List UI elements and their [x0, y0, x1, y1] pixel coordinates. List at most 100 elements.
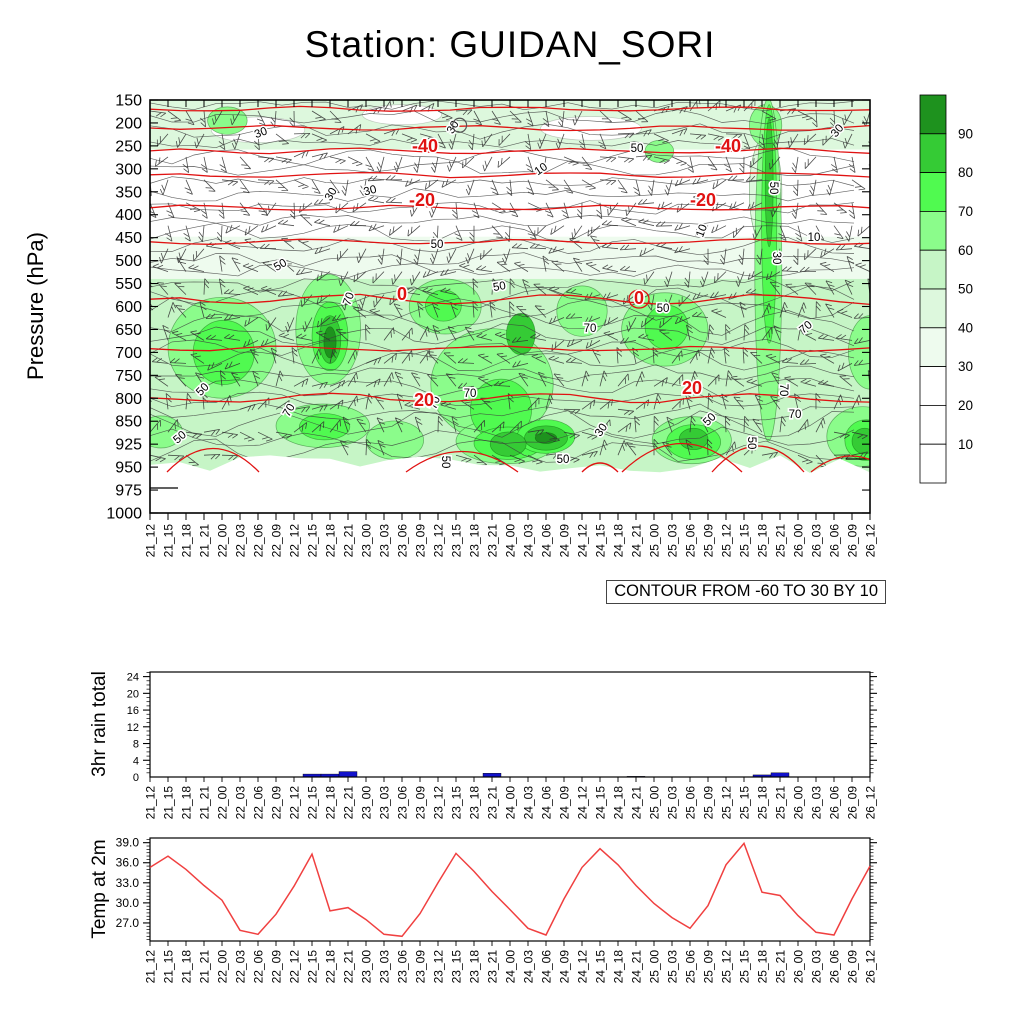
x-tick-label: 22_00 [216, 950, 230, 984]
x-tick-label: 23_12 [432, 524, 446, 558]
rh-contour-label: 30 [362, 184, 377, 199]
temp-y-label: 30.0 [116, 896, 140, 910]
red-contour--10 [150, 238, 870, 245]
contour-line [150, 410, 855, 439]
x-tick-label: 23_09 [414, 786, 428, 820]
rain-bar [770, 772, 790, 778]
x-tick-label: 23_06 [396, 786, 410, 820]
x-tick-label: 21_18 [180, 950, 194, 984]
x-tick-label: 22_15 [306, 950, 320, 984]
x-tick-label: 21_21 [198, 524, 212, 558]
x-tick-label: 23_18 [468, 786, 482, 820]
rh-contour-label: 50 [745, 437, 757, 450]
rh-contour-label: 50 [767, 182, 779, 195]
pressure-tick-label: 800 [115, 391, 142, 408]
x-tick-label: 25_09 [702, 524, 716, 558]
rh-contour-label: 30 [770, 252, 782, 265]
pressure-tick-label: 500 [115, 253, 142, 270]
x-tick-label: 23_09 [414, 524, 428, 558]
x-tick-label: 23_21 [486, 786, 500, 820]
temp-contour-label: 0 [634, 288, 644, 308]
calm-wind-icon [452, 117, 468, 133]
x-tick-label: 23_00 [360, 786, 374, 820]
x-tick-label: 25_15 [738, 950, 752, 984]
page-title: Station: GUIDAN_SORI [304, 24, 716, 65]
main-axes: 21_12 21_15 21_18 21_21 22_00 22_03 22_06 22_09… [106, 93, 877, 558]
red-contour-ring [628, 289, 650, 309]
x-tick-label: 22_18 [324, 786, 338, 820]
colorbar-box [919, 210, 947, 251]
colorbar-box [919, 443, 947, 484]
rh-contour-label: 10 [694, 223, 710, 239]
x-tick-label: 26_03 [810, 524, 824, 558]
temp-line [149, 841, 871, 938]
contour-line [150, 200, 855, 215]
rain-frame [149, 671, 871, 778]
pressure-tick-label: 975 [115, 483, 142, 500]
x-tick-label: 25_18 [756, 950, 770, 984]
x-tick-label: 21_18 [180, 786, 194, 820]
pressure-tick-label: 925 [115, 437, 142, 454]
x-tick-label: 23_18 [468, 524, 482, 558]
wind-barb-row [150, 324, 870, 352]
x-tick-label: 25_03 [666, 524, 680, 558]
temp-y-label: 36.0 [116, 856, 140, 870]
contour-line [150, 109, 855, 125]
rh-contour-label: 50 [631, 143, 644, 155]
temp-frame [149, 837, 871, 942]
x-tick-label: 24_21 [630, 524, 644, 558]
x-tick-label: 22_18 [324, 524, 338, 558]
colorbar-label: 10 [958, 437, 973, 452]
colorbar-label: 60 [958, 243, 973, 258]
x-tick-label: 24_00 [504, 524, 518, 558]
temp-panel: 39.0 36.0 33.0 30.0 27.0 21_12 21_15 21_18 21_21… [116, 836, 878, 984]
x-tick-label: 26_12 [864, 786, 878, 820]
x-tick-label: 24_06 [540, 524, 554, 558]
x-tick-label: 24_03 [522, 950, 536, 984]
colorbar-label: 50 [958, 282, 973, 297]
pressure-tick-label: 450 [115, 230, 142, 247]
x-tick-label: 21_15 [162, 950, 176, 984]
red-contour--30 [150, 171, 870, 179]
x-tick-label: 21_15 [162, 786, 176, 820]
pressure-tick-label: 700 [115, 345, 142, 362]
x-tick-label: 24_12 [576, 950, 590, 984]
pressure-tick-label: 550 [115, 276, 142, 293]
x-tick-label: 25_21 [774, 524, 788, 558]
x-tick-label: 24_15 [594, 950, 608, 984]
x-tick-label: 26_12 [864, 524, 878, 558]
x-tick-label: 24_21 [630, 786, 644, 820]
x-tick-label: 24_12 [576, 786, 590, 820]
x-tick-label: 26_09 [846, 524, 860, 558]
x-tick-label: 21_12 [144, 786, 158, 820]
x-tick-label: 22_06 [252, 524, 266, 558]
temp-contour-label: -40 [715, 136, 741, 156]
temp-y-label: 27.0 [116, 916, 140, 930]
pressure-tick-label: 350 [115, 184, 142, 201]
rh-contour-label: 70 [584, 323, 597, 335]
rh-contour-label: 70 [777, 384, 789, 397]
contour-line [150, 188, 855, 202]
wind-barb-row [150, 124, 870, 151]
humidity-blob [506, 313, 536, 356]
contour-line [150, 310, 855, 336]
red-contour--60 [150, 105, 870, 112]
red-contour-0 [150, 293, 870, 306]
red-contour--50 [150, 124, 870, 132]
humidity-blob [323, 326, 337, 359]
colorbar-box [919, 327, 947, 367]
temp-contour-label: -20 [690, 190, 716, 210]
x-tick-label: 25_21 [774, 786, 788, 820]
pressure-tick-label: 750 [115, 368, 142, 385]
rain-panel: 0 4 8 12 16 20 24 21_12 21_15 21_18 21_21 22_00 22_0… [127, 671, 878, 820]
x-tick-label: 23_18 [468, 950, 482, 984]
colorbar-label: 30 [958, 359, 973, 374]
wind-barb-row [150, 214, 870, 242]
rain-y-label: 16 [127, 705, 139, 717]
x-tick-label: 23_09 [414, 950, 428, 984]
colorbar-box [919, 172, 947, 212]
x-tick-label: 26_00 [792, 950, 806, 984]
x-tick-label: 22_00 [216, 786, 230, 820]
